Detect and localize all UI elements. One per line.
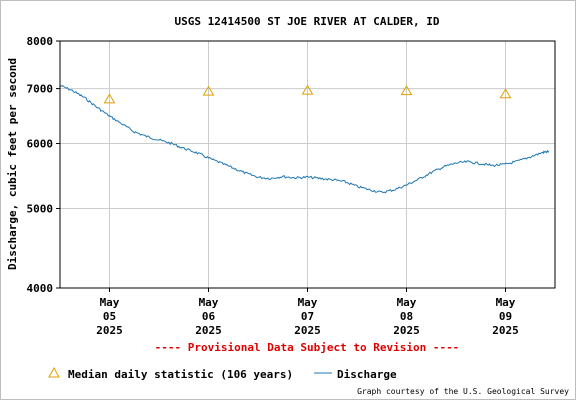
x-tick-year: 2025 xyxy=(492,324,519,337)
x-tick-month: May xyxy=(100,296,120,309)
legend-median-marker xyxy=(48,366,60,378)
y-tick-label: 6000 xyxy=(27,138,54,151)
usgs-credit: Graph courtesy of the U.S. Geological Su… xyxy=(357,387,569,396)
x-tick-month: May xyxy=(298,296,318,309)
x-tick-day: 07 xyxy=(301,310,314,323)
y-tick-label: 5000 xyxy=(27,202,54,215)
x-tick-day: 09 xyxy=(499,310,512,323)
legend-discharge-label: Discharge xyxy=(337,368,397,381)
y-tick-label: 8000 xyxy=(27,35,54,48)
x-tick-year: 2025 xyxy=(96,324,123,337)
chart-title: USGS 12414500 ST JOE RIVER AT CALDER, ID xyxy=(175,15,440,28)
provisional-note: ---- Provisional Data Subject to Revisio… xyxy=(155,341,460,354)
y-tick-label: 4000 xyxy=(27,282,54,295)
median-marker xyxy=(202,85,215,96)
y-axis-ticks: 4000 5000 6000 7000 8000 xyxy=(27,35,60,295)
discharge-line xyxy=(59,85,550,194)
median-marker xyxy=(103,93,116,104)
median-marker xyxy=(499,88,512,99)
x-tick-month: May xyxy=(397,296,417,309)
median-marker xyxy=(400,85,413,96)
median-marker xyxy=(301,84,314,95)
x-tick-label: May 08 2025 xyxy=(393,296,420,337)
x-tick-month: May xyxy=(496,296,516,309)
legend-median-label: Median daily statistic (106 years) xyxy=(68,368,293,381)
x-tick-label: May 07 2025 xyxy=(294,296,321,337)
x-tick-label: May 05 2025 xyxy=(96,296,123,337)
y-tick-label: 7000 xyxy=(27,83,54,96)
y-axis-label: Discharge, cubic feet per second xyxy=(6,58,19,270)
x-tick-year: 2025 xyxy=(393,324,420,337)
x-tick-label: May 06 2025 xyxy=(195,296,222,337)
x-tick-month: May xyxy=(199,296,219,309)
x-tick-day: 06 xyxy=(202,310,216,323)
x-tick-day: 05 xyxy=(103,310,116,323)
x-tick-year: 2025 xyxy=(195,324,222,337)
x-tick-day: 08 xyxy=(400,310,413,323)
legend: Median daily statistic (106 years) Disch… xyxy=(48,366,397,381)
x-tick-label: May 09 2025 xyxy=(492,296,519,337)
x-tick-year: 2025 xyxy=(294,324,321,337)
series-layer xyxy=(59,84,550,194)
